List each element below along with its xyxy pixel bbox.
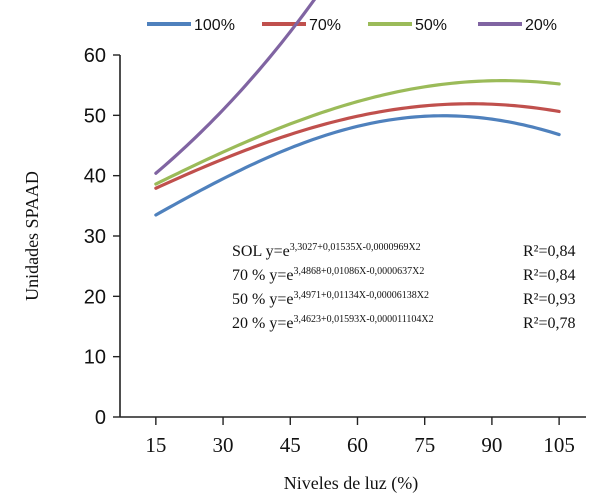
series-line-20pct bbox=[154, 0, 317, 175]
series-line-70pct bbox=[154, 102, 561, 190]
x-tick-label: 60 bbox=[347, 433, 368, 457]
equation-text: 70 % y=e3,4868+0,01086X-0,0000637X2 bbox=[232, 266, 424, 284]
equation-annotations: SOL y=e3,3027+0,01535X-0,0000969X2 R²=0,8… bbox=[232, 242, 576, 332]
y-tick-label: 10 bbox=[84, 347, 106, 369]
y-tick-label: 40 bbox=[84, 166, 106, 188]
x-tick-label: 105 bbox=[543, 433, 575, 457]
x-ticks: 15 30 45 60 75 90 105 bbox=[145, 417, 575, 457]
y-axis-label: Unidades SPAAD bbox=[22, 171, 42, 301]
equation-text: 50 % y=e3,4971+0,01134X-0,00006138X2 bbox=[232, 290, 429, 308]
equation-text: 20 % y=e3,4623+0,01593X-0,000011104X2 bbox=[232, 314, 434, 332]
legend-label: 50% bbox=[415, 17, 447, 34]
x-axis-label: Niveles de luz (%) bbox=[284, 473, 418, 494]
y-tick-label: 0 bbox=[95, 407, 106, 429]
x-tick-label: 90 bbox=[481, 433, 502, 457]
legend: 100% 70% 50% 20% bbox=[147, 17, 557, 34]
r-squared-label: R²=0,93 bbox=[523, 291, 576, 308]
x-tick-label: 30 bbox=[213, 433, 234, 457]
r-squared-label: R²=0,78 bbox=[523, 315, 576, 332]
legend-label: 100% bbox=[194, 17, 235, 34]
y-tick-label: 50 bbox=[84, 105, 106, 127]
series-line-100pct bbox=[154, 114, 561, 217]
r-squared-label: R²=0,84 bbox=[523, 267, 576, 284]
r-squared-label: R²=0,84 bbox=[523, 243, 576, 260]
series-line-50pct bbox=[154, 79, 561, 186]
x-tick-label: 75 bbox=[414, 433, 435, 457]
equation-text: SOL y=e3,3027+0,01535X-0,0000969X2 bbox=[232, 242, 421, 260]
axes bbox=[119, 55, 586, 418]
legend-label: 70% bbox=[309, 17, 341, 34]
x-tick-label: 45 bbox=[280, 433, 301, 457]
y-tick-label: 30 bbox=[84, 226, 106, 248]
y-tick-label: 60 bbox=[84, 45, 106, 67]
legend-label: 20% bbox=[525, 17, 557, 34]
y-ticks: 0 10 20 30 40 50 60 bbox=[84, 45, 120, 429]
y-tick-label: 20 bbox=[84, 286, 106, 308]
x-tick-label: 15 bbox=[145, 433, 166, 457]
series-lines bbox=[154, 0, 561, 217]
